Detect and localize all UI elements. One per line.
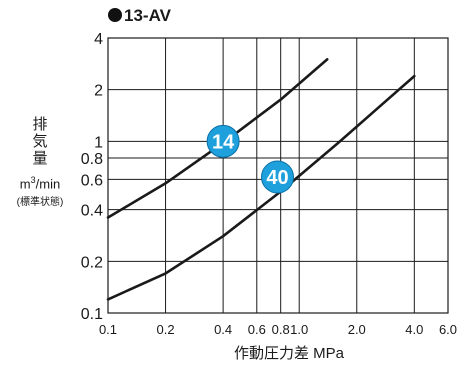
chart-title-text: 13-AV [124,6,171,25]
y-axis-title: 排 気 量 [32,116,48,167]
plot-frame [107,37,449,314]
series-badge-14 [206,124,240,158]
y-tick-label: 2 [94,83,103,100]
series-badge-40 [261,160,295,194]
bullet-icon [108,8,122,22]
y-tick-label: 0.8 [81,151,103,168]
x-tick-label: 0.4 [214,322,232,337]
x-tick-label: 0.2 [157,322,175,337]
series-line-40 [106,74,416,301]
y-tick-label: 0.4 [81,203,103,220]
y-tick-label: 1 [94,134,103,151]
series-badge-label: 40 [266,167,288,189]
x-tick-label: 0.1 [99,322,117,337]
series-badge-label: 14 [212,131,235,153]
x-tick-label: 0.6 [248,322,266,337]
x-tick-label: 0.8 [272,322,290,337]
x-tick-label: 6.0 [439,322,457,337]
chart-title: 13-AV [108,6,171,26]
y-axis-label: 排 気 量 m3/min (標準状態) [0,116,80,208]
x-tick-label: 1.0 [290,322,308,337]
x-tick-label: 2.0 [348,322,366,337]
y-tick-label: 4 [94,31,103,48]
y-tick-label: 0.1 [81,306,103,323]
y-axis-condition: (標準状態) [16,197,64,209]
x-axis-label: 作動圧力差 MPa [233,345,344,362]
x-tick-label: 4.0 [405,322,423,337]
y-tick-label: 0.2 [81,254,103,271]
y-tick-label: 0.6 [81,172,103,189]
y-axis-unit: m3/min [19,175,61,192]
